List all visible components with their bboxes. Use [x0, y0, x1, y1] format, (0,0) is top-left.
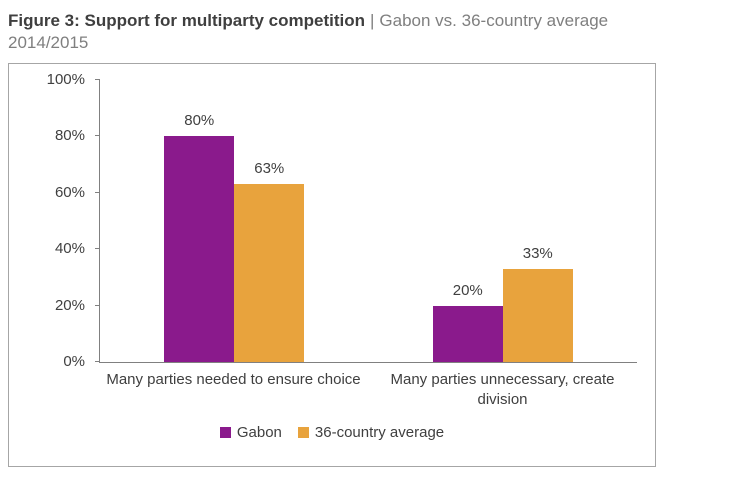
y-tick-mark	[95, 361, 100, 362]
bar-group: 20% 33%	[432, 80, 573, 362]
y-tick-mark	[95, 248, 100, 250]
legend-label: Gabon	[236, 424, 282, 441]
y-tick-label: 20%	[54, 296, 85, 314]
y-tick-mark	[95, 79, 100, 80]
bar-36-country-average: 63%	[234, 160, 305, 362]
chart-container: 0% 20% 40% 60% 80% 100% 80% 63% 20% 33% Many par…	[8, 63, 656, 467]
y-axis: 0% 20% 40% 60% 80% 100%	[9, 72, 93, 370]
bar-value-label: 33%	[522, 244, 553, 262]
legend: Gabon 36-country average	[9, 424, 655, 441]
bar-value-label: 80%	[184, 112, 215, 130]
figure-title-year: 2014/2015	[8, 32, 89, 52]
x-axis-labels: Many parties needed to ensure choice Many…	[99, 370, 637, 411]
plot-area: 80% 63% 20% 33%	[95, 79, 637, 363]
y-tick-label: 80%	[54, 127, 85, 145]
bar-gabon: 20%	[432, 282, 503, 362]
y-tick-mark	[95, 191, 100, 193]
bar-value-label: 63%	[254, 160, 285, 178]
legend-swatch	[219, 427, 231, 438]
y-tick-mark	[95, 304, 100, 306]
bar-value-label: 20%	[452, 281, 483, 299]
bar-group: 80% 63%	[164, 80, 305, 362]
figure-title-bold: Figure 3: Support for multiparty competi…	[8, 11, 365, 30]
category-label: Many parties needed to ensure choice	[106, 371, 361, 388]
y-tick-label: 40%	[54, 240, 85, 258]
y-tick-label: 100%	[46, 71, 85, 88]
legend-swatch	[297, 427, 309, 438]
y-tick-label: 60%	[54, 183, 85, 201]
bar-36-country-average: 33%	[502, 245, 573, 362]
bar-gabon: 80%	[164, 112, 235, 362]
figure-title-subtitle: Gabon vs. 36-country average	[379, 11, 609, 30]
legend-item: 36-country average	[297, 424, 445, 441]
y-tick-label: 0%	[63, 353, 85, 370]
legend-label: 36-country average	[314, 424, 445, 441]
y-tick-mark	[95, 135, 100, 137]
figure-title: Figure 3: Support for multiparty competi…	[0, 0, 754, 62]
figure-title-separator: |	[370, 11, 375, 30]
legend-item: Gabon	[219, 424, 282, 441]
category-label: Many parties unnecessary, create divisio…	[390, 371, 615, 409]
